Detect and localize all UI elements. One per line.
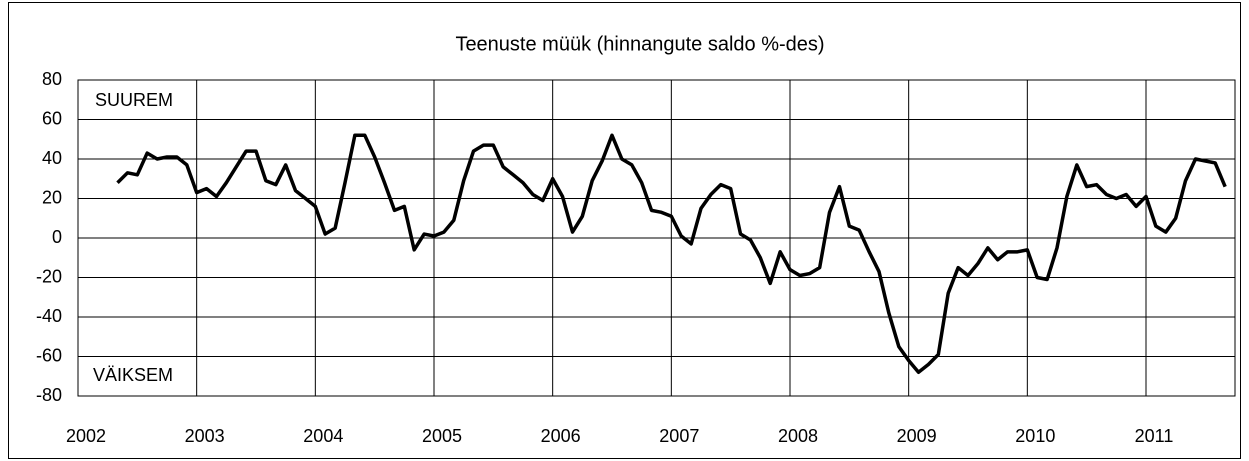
x-tick-label: 2010 — [1015, 426, 1055, 446]
y-tick-label: 40 — [42, 148, 62, 168]
x-tick-label: 2006 — [541, 426, 581, 446]
line-series — [116, 133, 1227, 375]
x-tick-label: 2003 — [185, 426, 225, 446]
x-tick-label: 2004 — [303, 426, 343, 446]
chart-title: Teenuste müük (hinnangute saldo %-des) — [455, 33, 824, 55]
x-tick-label: 2008 — [778, 426, 818, 446]
y-tick-label: -60 — [36, 345, 62, 365]
y-tick-label: -20 — [36, 266, 62, 286]
x-tick-label: 2011 — [1135, 426, 1174, 446]
y-tick-label: 20 — [42, 187, 62, 207]
x-tick-label: 2005 — [422, 426, 462, 446]
y-tick-label: -40 — [36, 306, 62, 326]
annotation: VÄIKSEM — [93, 365, 173, 385]
y-tick-label: 0 — [52, 227, 62, 247]
x-tick-label: 2002 — [66, 426, 106, 446]
y-tick-label: 60 — [42, 108, 62, 128]
chart-border — [8, 2, 1241, 459]
y-tick-label: -80 — [36, 385, 62, 405]
x-tick-label: 2009 — [897, 426, 937, 446]
x-tick-label: 2007 — [659, 426, 699, 446]
y-tick-label: 80 — [42, 69, 62, 89]
annotation: SUUREM — [95, 90, 173, 110]
